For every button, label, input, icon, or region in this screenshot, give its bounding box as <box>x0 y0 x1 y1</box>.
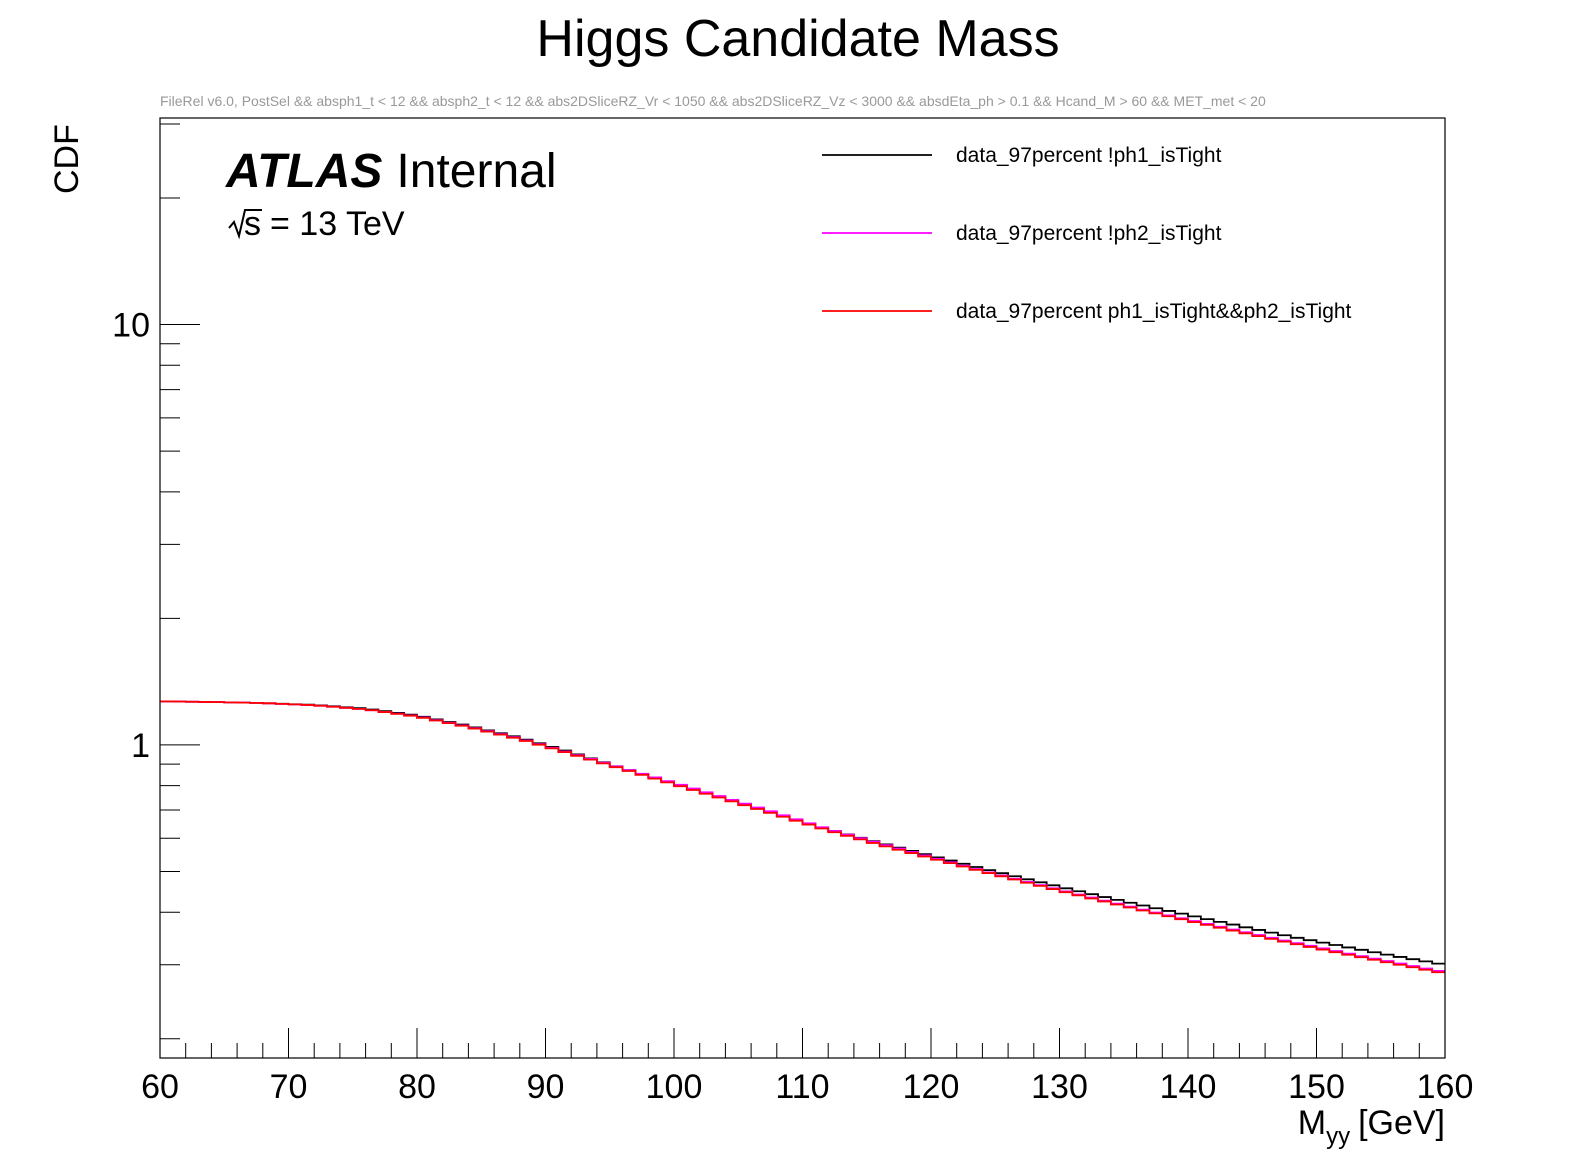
atlas-label-normal: Internal <box>396 145 556 198</box>
legend-label-3: data_97percent ph1_isTight&&ph2_isTight <box>956 300 1352 323</box>
atlas-label-bold: ATLAS <box>225 145 382 198</box>
y-tick-labels: 1 10 <box>112 307 150 765</box>
y-axis-label: CDF <box>48 124 86 194</box>
legend-label-1: data_97percent !ph1_isTight <box>956 144 1222 167</box>
axis-ticks <box>159 123 1446 1058</box>
x-tick-label: 160 <box>1417 1068 1474 1106</box>
x-tick-label: 130 <box>1031 1068 1088 1106</box>
chart-subtitle: FileRel v6.0, PostSel && absph1_t < 12 &… <box>160 93 1266 109</box>
legend: data_97percent !ph1_isTight data_97percen… <box>822 144 1352 323</box>
x-tick-labels: 60 70 80 90 100 110 120 130 140 150 160 <box>141 1068 1473 1106</box>
x-tick-label: 60 <box>141 1068 179 1106</box>
energy-label: s = 13 TeV <box>228 205 405 243</box>
x-axis-label-main: M <box>1298 1104 1326 1142</box>
x-tick-label: 140 <box>1160 1068 1217 1106</box>
chart-title: Higgs Candidate Mass <box>536 10 1059 68</box>
plot-frame <box>159 117 1446 1059</box>
x-axis-label: Myy [GeV] <box>1298 1104 1445 1150</box>
x-tick-label: 110 <box>775 1068 829 1106</box>
legend-label-2: data_97percent !ph2_isTight <box>956 222 1222 245</box>
x-tick-label: 120 <box>903 1068 960 1106</box>
x-tick-label: 70 <box>270 1068 308 1106</box>
x-tick-label: 150 <box>1288 1068 1345 1106</box>
x-tick-label: 80 <box>398 1068 436 1106</box>
y-tick-label: 10 <box>112 307 150 345</box>
x-axis-label-unit: [GeV] <box>1358 1104 1445 1142</box>
x-axis-label-sub: yy <box>1326 1123 1350 1150</box>
y-tick-label: 1 <box>131 727 150 765</box>
x-tick-label: 100 <box>646 1068 703 1106</box>
x-tick-label: 90 <box>527 1068 565 1106</box>
series-layer <box>160 700 1445 974</box>
energy-label-text: = 13 TeV <box>270 205 405 243</box>
series-line-3 <box>160 700 1445 974</box>
atlas-label: ATLAS Internal <box>225 145 557 198</box>
sqrt-symbol <box>228 209 262 240</box>
energy-label-symbol: s <box>244 205 261 243</box>
